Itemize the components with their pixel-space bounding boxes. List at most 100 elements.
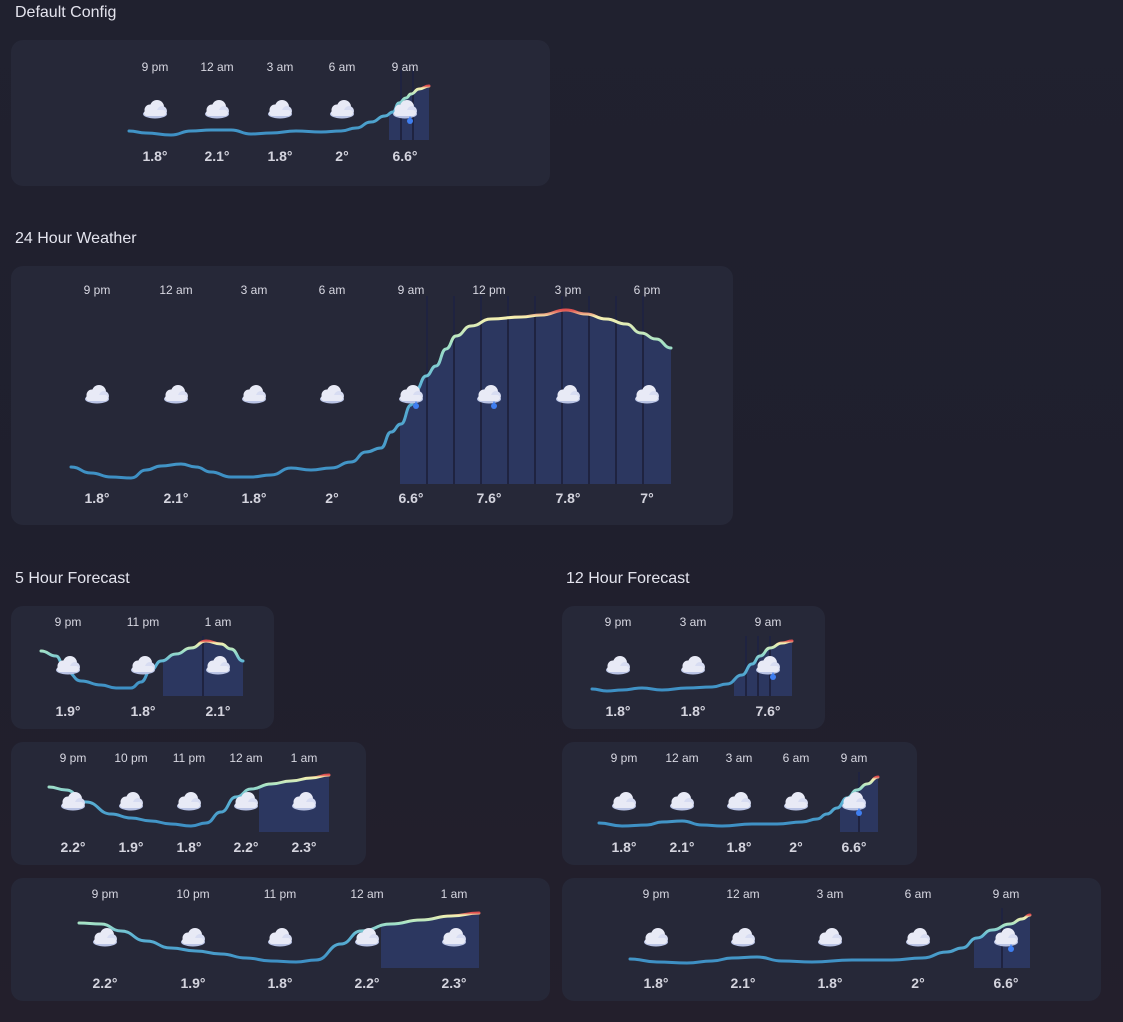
time-label: 3 am — [680, 615, 707, 629]
time-label: 9 am — [392, 60, 419, 74]
time-label: 12 pm — [472, 283, 505, 297]
temperature-label: 6.6° — [398, 490, 423, 506]
cloud-rain-icon — [399, 385, 423, 409]
time-label: 6 pm — [634, 283, 661, 297]
cloud-icon — [670, 792, 694, 811]
temperature-label: 6.6° — [993, 975, 1018, 991]
temperature-line — [39, 639, 245, 690]
temperature-label: 2° — [789, 839, 802, 855]
time-label: 12 am — [229, 751, 262, 765]
temperature-label: 1.8° — [267, 148, 292, 164]
time-label: 9 pm — [92, 887, 119, 901]
section-title-12-hour-forecast: 12 Hour Forecast — [566, 570, 690, 587]
temperature-label: 1.8° — [726, 839, 751, 855]
temperature-line — [628, 913, 1032, 965]
time-label: 9 am — [755, 615, 782, 629]
cloud-icon — [635, 385, 659, 404]
time-label: 9 pm — [643, 887, 670, 901]
temperature-label: 7.6° — [755, 703, 780, 719]
temperature-line — [127, 84, 431, 137]
temperature-label: 1.8° — [817, 975, 842, 991]
temperature-label: 2.2° — [233, 839, 258, 855]
temperature-label: 2.2° — [354, 975, 379, 991]
section-title-24-hour-weather: 24 Hour Weather — [15, 230, 137, 247]
time-label: 6 am — [329, 60, 356, 74]
temperature-line — [69, 308, 673, 480]
cloud-icon — [731, 928, 755, 947]
cloud-icon — [177, 792, 201, 811]
time-label: 12 am — [350, 887, 383, 901]
cloud-icon — [818, 928, 842, 947]
weather-card-12-hour-c[interactable]: 9 pm 1.8° 12 am 2.1° 3 am 1.8° 6 am 2° 9 am 6.6° — [562, 878, 1101, 1001]
cloud-icon — [234, 792, 258, 811]
temperature-label: 1.8° — [142, 148, 167, 164]
time-label: 9 pm — [60, 751, 87, 765]
cloud-icon — [93, 928, 117, 947]
cloud-icon — [292, 792, 316, 811]
cloud-icon — [143, 100, 167, 119]
weather-card-5-hour-c[interactable]: 9 pm 2.2° 10 pm 1.9° 11 pm 1.8° 12 am 2.2° 1 am 2… — [11, 878, 550, 1001]
cloud-rain-icon — [756, 656, 780, 680]
temperature-label: 2.2° — [92, 975, 117, 991]
time-label: 12 am — [159, 283, 192, 297]
time-label: 9 pm — [611, 751, 638, 765]
temperature-label: 1.8° — [130, 703, 155, 719]
weather-card-12-hour-b[interactable]: 9 pm 1.8° 12 am 2.1° 3 am 1.8° 6 am 2° 9 am 6.6° — [562, 742, 917, 865]
temperature-label: 1.8° — [605, 703, 630, 719]
temperature-label: 2° — [335, 148, 348, 164]
precipitation-bar — [400, 310, 671, 484]
temperature-label: 2.1° — [669, 839, 694, 855]
cloud-rain-icon — [477, 385, 501, 409]
temperature-label: 1.9° — [118, 839, 143, 855]
time-label: 10 pm — [114, 751, 147, 765]
cloud-icon — [727, 792, 751, 811]
time-label: 9 pm — [605, 615, 632, 629]
temperature-line — [77, 911, 481, 964]
temperature-label: 6.6° — [392, 148, 417, 164]
weather-card-12-hour-a[interactable]: 9 pm 1.8° 3 am 1.8° 9 am 7.6° — [562, 606, 825, 729]
cloud-icon — [612, 792, 636, 811]
section-title-5-hour-forecast: 5 Hour Forecast — [15, 570, 130, 587]
time-label: 6 am — [905, 887, 932, 901]
cloud-icon — [164, 385, 188, 404]
cloud-icon — [131, 656, 155, 675]
cloud-rain-icon — [994, 928, 1018, 952]
time-label: 9 pm — [142, 60, 169, 74]
cloud-rain-icon — [393, 100, 417, 124]
time-label: 9 am — [993, 887, 1020, 901]
cloud-icon — [85, 385, 109, 404]
time-label: 3 pm — [555, 283, 582, 297]
time-label: 9 pm — [55, 615, 82, 629]
time-label: 11 pm — [264, 887, 296, 901]
weather-card-24-hour[interactable]: 9 pm 1.8° 12 am 2.1° 3 am 1.8° 6 am 2° 9 am 6.6° 1… — [11, 266, 733, 525]
time-label: 6 am — [783, 751, 810, 765]
cloud-icon — [61, 792, 85, 811]
cloud-icon — [442, 928, 466, 947]
cloud-icon — [784, 792, 808, 811]
time-label: 3 am — [817, 887, 844, 901]
temperature-label: 1.9° — [180, 975, 205, 991]
time-label: 1 am — [441, 887, 468, 901]
cloud-icon — [644, 928, 668, 947]
time-label: 9 pm — [84, 283, 111, 297]
time-label: 10 pm — [176, 887, 209, 901]
temperature-label: 7.6° — [476, 490, 501, 506]
cloud-icon — [268, 928, 292, 947]
temperature-label: 1.8° — [84, 490, 109, 506]
weather-card-5-hour-b[interactable]: 9 pm 2.2° 10 pm 1.9° 11 pm 1.8° 12 am 2.2° 1 am 2… — [11, 742, 366, 865]
temperature-label: 2.3° — [441, 975, 466, 991]
time-label: 12 am — [726, 887, 759, 901]
time-label: 1 am — [205, 615, 232, 629]
temperature-label: 6.6° — [841, 839, 866, 855]
time-label: 11 pm — [173, 751, 205, 765]
temperature-label: 2.3° — [291, 839, 316, 855]
weather-card-5-hour-a[interactable]: 9 pm 1.9° 11 pm 1.8° 1 am 2.1° — [11, 606, 274, 729]
time-label: 3 am — [241, 283, 268, 297]
temperature-label: 1.8° — [241, 490, 266, 506]
temperature-label: 2.1° — [205, 703, 230, 719]
time-label: 1 am — [291, 751, 318, 765]
weather-card-default-config[interactable]: 9 pm 1.8° 12 am 2.1° 3 am 1.8° 6 am 2° 9 am 6.6° — [11, 40, 550, 186]
temperature-label: 1.8° — [611, 839, 636, 855]
temperature-label: 2° — [911, 975, 924, 991]
temperature-label: 2.2° — [60, 839, 85, 855]
